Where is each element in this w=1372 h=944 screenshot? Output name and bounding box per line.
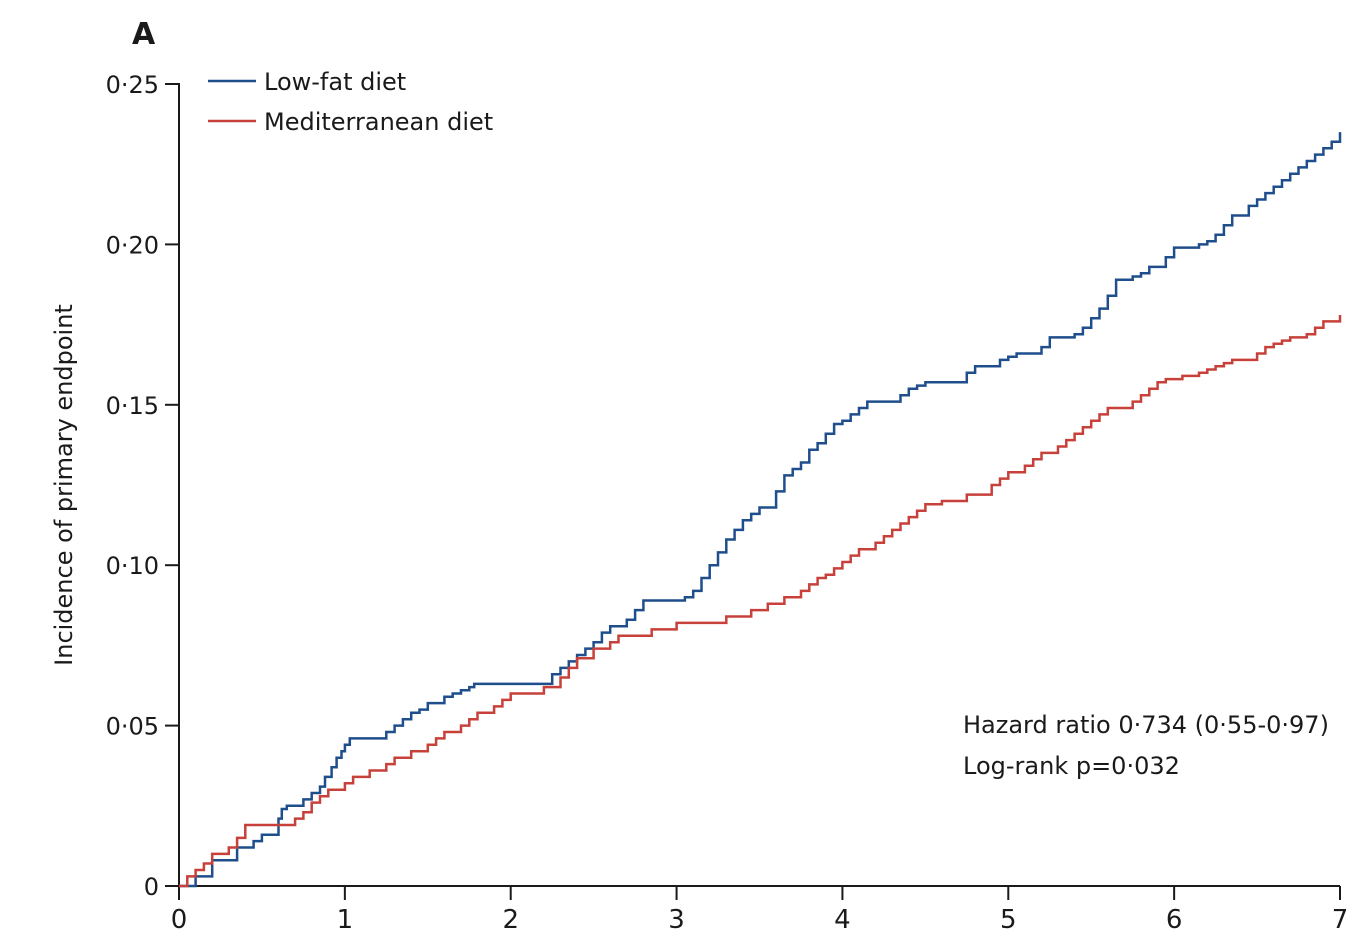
y-tick-label: 0·20 bbox=[106, 231, 159, 259]
log-rank-annotation: Log-rank p=0·032 bbox=[963, 752, 1180, 780]
x-tick-label: 3 bbox=[668, 905, 685, 935]
x-axis-ticks: 0 1 2 3 4 5 6 7 bbox=[171, 886, 1349, 935]
x-tick-label: 6 bbox=[1166, 905, 1183, 935]
x-tick-label: 5 bbox=[1000, 905, 1017, 935]
legend-label-mediterranean-diet: Mediterranean diet bbox=[264, 108, 493, 136]
y-tick-label: 0·25 bbox=[106, 71, 159, 99]
legend: Low-fat diet Mediterranean diet bbox=[208, 68, 493, 136]
series-line-low-fat-diet bbox=[179, 132, 1342, 888]
series-layer bbox=[179, 132, 1342, 888]
legend-label-low-fat-diet: Low-fat diet bbox=[264, 68, 406, 96]
x-tick-label: 2 bbox=[502, 905, 519, 935]
x-tick-label: 0 bbox=[171, 905, 188, 935]
x-tick-label: 1 bbox=[337, 905, 354, 935]
y-axis-label: Incidence of primary endpoint bbox=[50, 304, 78, 666]
x-tick-label: 4 bbox=[834, 905, 851, 935]
hazard-ratio-annotation: Hazard ratio 0·734 (0·55-0·97) bbox=[963, 711, 1329, 739]
panel-label: A bbox=[132, 17, 156, 52]
series-line-mediterranean-diet bbox=[179, 315, 1342, 888]
y-tick-label: 0·05 bbox=[106, 713, 159, 741]
x-tick-label: 7 bbox=[1332, 905, 1349, 935]
y-tick-label: 0·10 bbox=[106, 552, 159, 580]
y-tick-label: 0 bbox=[144, 873, 159, 901]
y-tick-label: 0·15 bbox=[106, 392, 159, 420]
annotation-block: Hazard ratio 0·734 (0·55-0·97) Log-rank … bbox=[963, 711, 1329, 780]
y-axis-ticks: 0 0·05 0·10 0·15 0·20 0·25 bbox=[106, 71, 179, 901]
